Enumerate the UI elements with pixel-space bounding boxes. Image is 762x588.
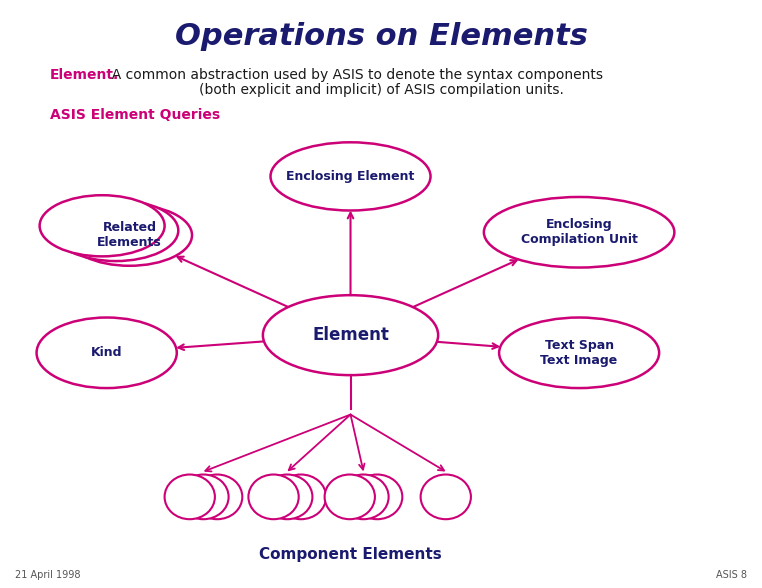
Ellipse shape	[67, 205, 192, 266]
Text: Enclosing Element: Enclosing Element	[287, 170, 415, 183]
Text: A common abstraction used by ASIS to denote the syntax components: A common abstraction used by ASIS to den…	[103, 68, 603, 82]
Text: 21 April 1998: 21 April 1998	[15, 570, 81, 580]
Text: Operations on Elements: Operations on Elements	[174, 22, 588, 51]
Ellipse shape	[178, 475, 229, 519]
Ellipse shape	[263, 295, 438, 375]
Text: ASIS Element Queries: ASIS Element Queries	[50, 108, 219, 122]
Ellipse shape	[192, 475, 242, 519]
Ellipse shape	[53, 200, 178, 261]
Ellipse shape	[499, 318, 659, 388]
Text: Element: Element	[312, 326, 389, 344]
Ellipse shape	[421, 475, 471, 519]
Ellipse shape	[338, 475, 389, 519]
Text: Text Span
Text Image: Text Span Text Image	[540, 339, 618, 367]
Text: Enclosing
Compilation Unit: Enclosing Compilation Unit	[520, 218, 638, 246]
Ellipse shape	[248, 475, 299, 519]
Text: (both explicit and implicit) of ASIS compilation units.: (both explicit and implicit) of ASIS com…	[199, 83, 563, 97]
Ellipse shape	[262, 475, 312, 519]
Text: Related
Elements: Related Elements	[98, 221, 162, 249]
Ellipse shape	[37, 318, 177, 388]
Text: Component Elements: Component Elements	[259, 547, 442, 562]
Ellipse shape	[325, 475, 375, 519]
Text: ASIS 8: ASIS 8	[716, 570, 747, 580]
Ellipse shape	[484, 197, 674, 268]
Ellipse shape	[165, 475, 215, 519]
Ellipse shape	[271, 142, 431, 211]
Ellipse shape	[352, 475, 402, 519]
Text: Element.: Element.	[50, 68, 119, 82]
Text: Kind: Kind	[91, 346, 123, 359]
Ellipse shape	[276, 475, 326, 519]
Ellipse shape	[40, 195, 165, 256]
